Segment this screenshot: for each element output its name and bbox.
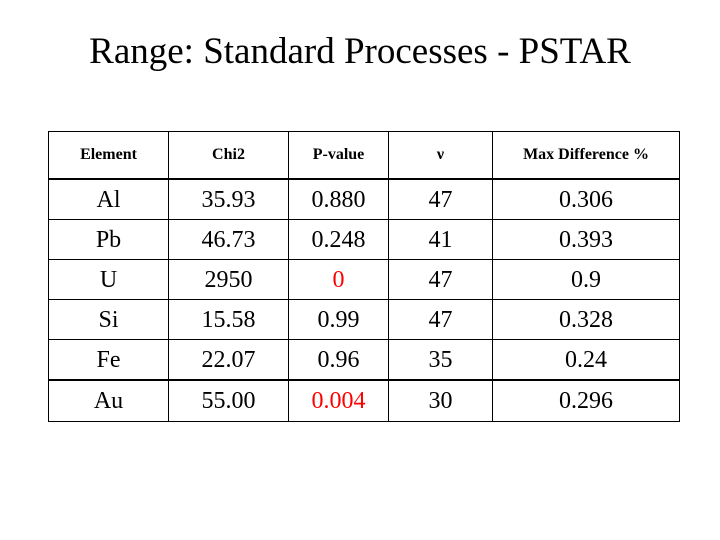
table-row: Pb 46.73 0.248 41 0.393 [48, 219, 680, 260]
cell-element: U [48, 259, 169, 300]
cell-pvalue: 0.96 [288, 339, 389, 381]
cell-nu: 47 [388, 259, 493, 300]
cell-element: Fe [48, 339, 169, 381]
cell-pvalue: 0.248 [288, 219, 389, 260]
cell-chi2: 35.93 [168, 178, 289, 220]
cell-element: Al [48, 178, 169, 220]
cell-pvalue: 0.99 [288, 299, 389, 340]
cell-pvalue: 0 [288, 259, 389, 300]
cell-nu: 35 [388, 339, 493, 381]
results-table: Element Chi2 P-value ν Max Difference % … [48, 131, 680, 422]
cell-chi2: 55.00 [168, 379, 289, 422]
header-chi2: Chi2 [168, 131, 289, 180]
cell-nu: 41 [388, 219, 493, 260]
header-pvalue: P-value [288, 131, 389, 180]
cell-pvalue: 0.880 [288, 178, 389, 220]
cell-max-difference: 0.9 [492, 259, 680, 300]
table-row: Au 55.00 0.004 30 0.296 [48, 379, 680, 422]
table-row: Fe 22.07 0.96 35 0.24 [48, 339, 680, 381]
cell-max-difference: 0.296 [492, 379, 680, 422]
cell-chi2: 15.58 [168, 299, 289, 340]
cell-nu: 47 [388, 178, 493, 220]
header-max-difference: Max Difference % [492, 131, 680, 180]
cell-chi2: 46.73 [168, 219, 289, 260]
cell-chi2: 22.07 [168, 339, 289, 381]
cell-element: Si [48, 299, 169, 340]
table-row: Si 15.58 0.99 47 0.328 [48, 299, 680, 340]
cell-max-difference: 0.24 [492, 339, 680, 381]
table-row: Al 35.93 0.880 47 0.306 [48, 178, 680, 220]
cell-nu: 30 [388, 379, 493, 422]
cell-max-difference: 0.306 [492, 178, 680, 220]
table-row: U 2950 0 47 0.9 [48, 259, 680, 300]
header-nu: ν [388, 131, 493, 180]
cell-chi2: 2950 [168, 259, 289, 300]
header-element: Element [48, 131, 169, 180]
cell-element: Au [48, 379, 169, 422]
table-header-row: Element Chi2 P-value ν Max Difference % [48, 131, 680, 180]
cell-element: Pb [48, 219, 169, 260]
cell-max-difference: 0.393 [492, 219, 680, 260]
cell-nu: 47 [388, 299, 493, 340]
cell-max-difference: 0.328 [492, 299, 680, 340]
cell-pvalue: 0.004 [288, 379, 389, 422]
slide-title: Range: Standard Processes - PSTAR [89, 31, 631, 72]
